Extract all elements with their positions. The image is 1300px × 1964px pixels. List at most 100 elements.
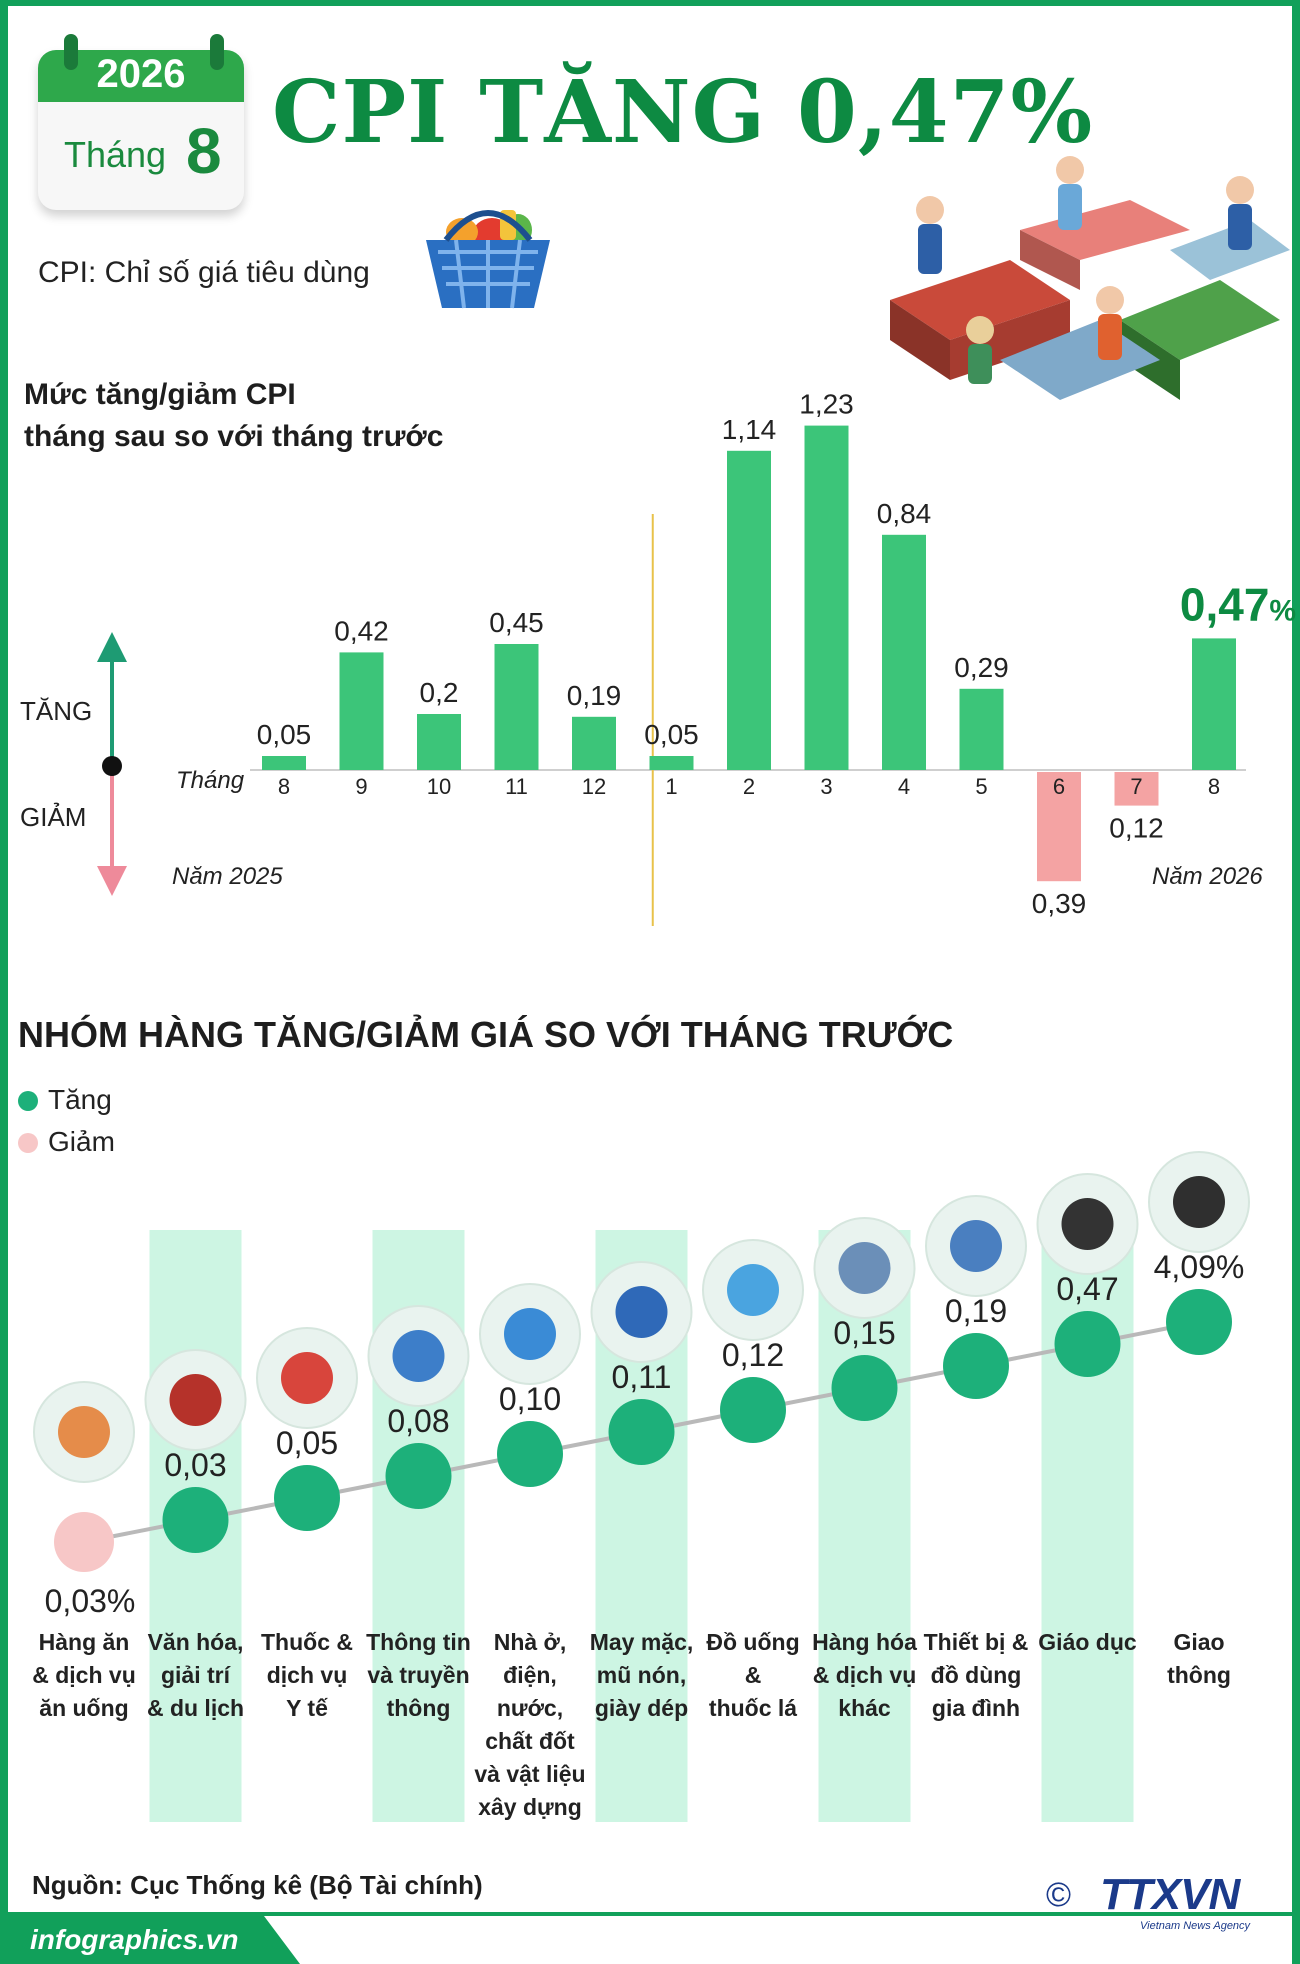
washing-machine-glyph	[950, 1220, 1002, 1272]
cpi-bar	[262, 756, 306, 770]
group-category-label: Đồ uống	[706, 1629, 799, 1655]
agency-subtitle: Vietnam News Agency	[1140, 1920, 1251, 1932]
group-value-label: 0,19	[945, 1293, 1007, 1329]
cpi-value-label: 0,19	[567, 680, 622, 711]
group-value-label: 0,10	[499, 1381, 561, 1417]
decrease-label: GIẢM	[20, 802, 86, 832]
group-value-label: 0,03	[164, 1447, 226, 1483]
group-value-label: 0,47	[1056, 1271, 1118, 1307]
legend-decrease-dot	[18, 1133, 38, 1153]
cpi-value-label: 1,14	[722, 414, 777, 445]
cpi-highlight-unit: %	[1269, 594, 1296, 627]
group-value-label: 0,08	[387, 1403, 449, 1439]
cpi-bar	[727, 450, 771, 770]
cpi-bar	[959, 688, 1004, 770]
group-value-label: 0,05	[276, 1425, 338, 1461]
legend-increase-label: Tăng	[48, 1084, 112, 1115]
group-category-label: & dịch vụ	[32, 1662, 136, 1688]
month-tick-label: 2	[743, 774, 755, 799]
house-plug-glyph	[504, 1308, 556, 1360]
shirt-shoes-glyph	[615, 1286, 668, 1338]
year-label-2026: Năm 2026	[1152, 863, 1263, 890]
cpi-bar	[1037, 772, 1081, 882]
food-plate-glyph	[58, 1406, 110, 1458]
cpi-bar	[804, 425, 849, 770]
film-clapper-glyph	[169, 1374, 222, 1426]
group-category-label: Thiết bị &	[924, 1629, 1029, 1655]
cpi-definition: CPI: Chỉ số giá tiêu dùng	[38, 256, 370, 289]
cpi-value-label: 0,05	[257, 719, 312, 750]
decrease-arrow-icon	[97, 866, 127, 896]
legend-increase: Tăng	[18, 1084, 112, 1116]
frame-left	[0, 0, 8, 1964]
month-tick-label: 12	[582, 774, 606, 799]
drinks-cigarettes-glyph	[727, 1264, 779, 1316]
group-value-dot	[54, 1512, 114, 1572]
month-tick-label: 8	[278, 774, 290, 799]
calendar-badge: 2026 Tháng 8	[38, 50, 244, 210]
legend-increase-dot	[18, 1091, 38, 1111]
groups-change-chart: 0,03% 0,03 0,05 0,08 0,10 0,11 0,12 0,15 0,19 0,4…	[32, 1151, 1250, 1822]
group-category-label: Văn hóa,	[148, 1629, 244, 1655]
cpi-value-label: 0,39	[1032, 888, 1087, 919]
month-tick-label: 1	[665, 774, 677, 799]
group-value-label: 0,12	[722, 1337, 784, 1373]
group-value-dot	[608, 1399, 675, 1465]
group-category-label: chất đốt	[485, 1728, 575, 1754]
group-category-label: thuốc lá	[709, 1695, 797, 1721]
group-category-label: & dịch vụ	[813, 1662, 917, 1688]
group-value-dot	[720, 1377, 786, 1443]
cpi-chart-title-line-2: tháng sau so với tháng trước	[24, 420, 444, 453]
group-category-label: xây dựng	[478, 1794, 582, 1820]
cpi-value-label: 0,42	[334, 615, 389, 646]
barber-shop-glyph	[838, 1242, 891, 1294]
frame-top	[0, 0, 1300, 6]
cpi-bar	[1192, 638, 1236, 770]
cpi-chart-title-line-1: Mức tăng/giảm CPI	[24, 378, 296, 411]
group-category-label: Hàng hóa	[812, 1629, 917, 1655]
medicine-capsule-glyph	[281, 1352, 333, 1404]
cpi-value-label: 0,12	[1109, 813, 1164, 844]
cpi-value-label: 0,45	[489, 607, 544, 638]
calendar-month-number: 8	[186, 115, 222, 187]
group-category-label: và vật liệu	[474, 1761, 585, 1787]
calendar-month-label: Tháng	[64, 134, 167, 175]
month-tick-label: 8	[1208, 774, 1220, 799]
group-category-label: đồ dùng	[931, 1662, 1022, 1688]
site-link[interactable]: infographics.vn	[30, 1924, 239, 1955]
cpi-highlight-label: 0,47%	[1180, 578, 1296, 630]
group-category-label: khác	[838, 1695, 891, 1721]
shopping-basket-icon	[426, 210, 550, 309]
group-value-label: 0,03%	[45, 1583, 136, 1619]
group-value-label: 0,15	[833, 1315, 895, 1351]
month-axis-label: Tháng	[176, 767, 245, 794]
group-value-dot	[831, 1355, 898, 1421]
group-category-label: và truyền	[367, 1662, 469, 1688]
groups-section-title: NHÓM HÀNG TĂNG/GIẢM GIÁ SO VỚI THÁNG TRƯ…	[18, 1014, 954, 1055]
group-category-label: Giao	[1173, 1629, 1224, 1655]
group-category-label: Thông tin	[366, 1629, 471, 1655]
increase-label: TĂNG	[20, 696, 92, 726]
frame-right	[1292, 0, 1300, 1964]
group-category-label: ăn uống	[39, 1695, 128, 1721]
group-category-label: Y tế	[286, 1695, 328, 1721]
cpi-bar	[572, 716, 616, 770]
month-tick-label: 11	[505, 774, 528, 799]
calendar-ring-left	[64, 34, 78, 70]
cpi-bar	[339, 652, 384, 770]
footer-line	[0, 1912, 1300, 1916]
month-tick-label: 3	[820, 774, 832, 799]
cpi-value-label: 0,05	[644, 719, 699, 750]
market-illustration	[890, 156, 1290, 400]
group-category-label: mũ nón,	[597, 1662, 686, 1688]
group-value-dot	[497, 1421, 563, 1487]
group-category-label: thông	[1167, 1662, 1231, 1688]
calendar-year: 2026	[96, 52, 186, 96]
group-category-label: &	[745, 1662, 762, 1688]
page-title: CPI TĂNG 0,47%	[272, 62, 1094, 163]
group-category-label: Hàng ăn	[39, 1629, 130, 1655]
group-category-label: giày dép	[595, 1695, 688, 1721]
month-tick-label: 7	[1130, 774, 1142, 799]
group-category-label: Giáo dục	[1038, 1629, 1137, 1655]
cpi-bar	[494, 644, 539, 770]
